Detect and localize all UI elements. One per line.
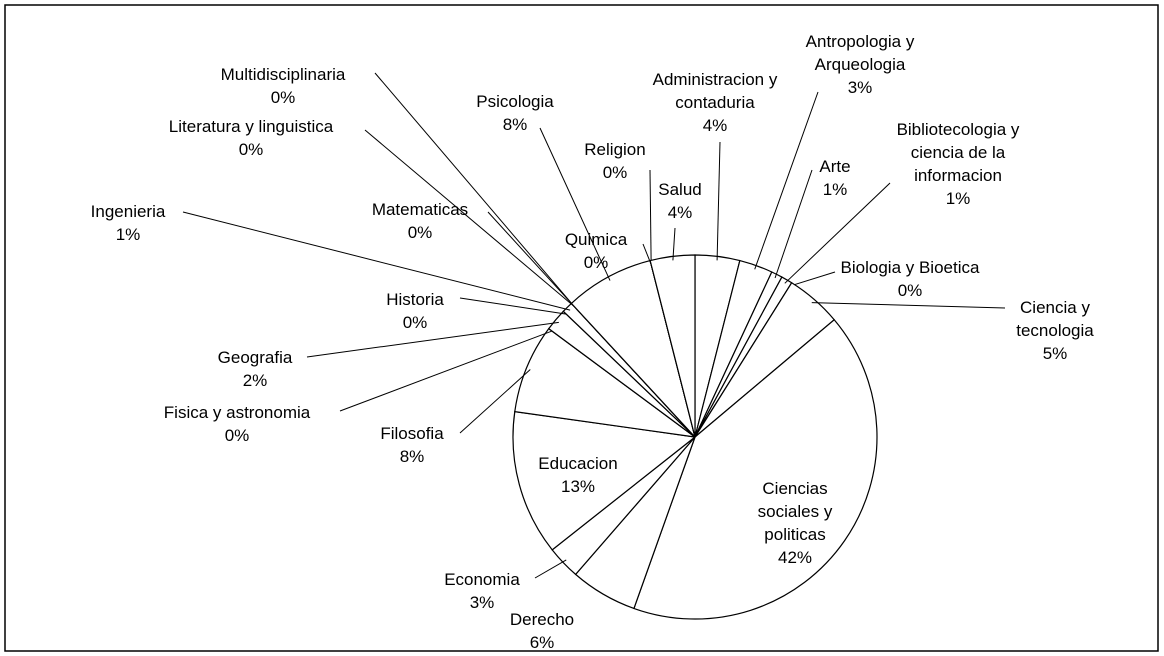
category-label: Arte xyxy=(819,157,851,176)
slice-label: Salud 4% xyxy=(645,178,715,224)
slice-label: Geografia 2% xyxy=(195,346,315,392)
category-label: Matematicas xyxy=(371,200,469,219)
category-label: Salud xyxy=(658,180,702,199)
value-label: 13% xyxy=(560,477,596,496)
slice-label: Literatura y linguistica 0% xyxy=(131,115,371,161)
leader-line xyxy=(716,141,721,261)
slice-label: Religion 0% xyxy=(565,138,665,184)
value-label: 0% xyxy=(602,163,628,182)
value-label: 0% xyxy=(270,88,296,107)
slice-label: Filosofia 8% xyxy=(362,422,462,468)
category-label: Literatura y linguistica xyxy=(168,117,334,136)
leader-line xyxy=(182,211,571,311)
leader-line xyxy=(306,321,559,358)
leader-line xyxy=(487,211,575,307)
slice-label: Arte 1% xyxy=(805,155,865,201)
category-label: Filosofia xyxy=(380,424,444,443)
value-label: 1% xyxy=(115,225,141,244)
leader-line xyxy=(789,271,836,287)
category-label: Administracion y contaduria xyxy=(652,70,778,112)
value-label: 42% xyxy=(777,548,813,567)
slice-label: Historia 0% xyxy=(365,288,465,334)
value-label: 3% xyxy=(847,78,873,97)
value-label: 0% xyxy=(238,140,264,159)
pie-slice xyxy=(633,318,878,620)
category-label: Ciencia y tecnologia xyxy=(1016,298,1094,340)
category-label: Geografia xyxy=(217,348,293,367)
category-label: Ingenieria xyxy=(90,202,166,221)
pie-slice xyxy=(649,254,696,438)
category-label: Ciencias sociales y politicas xyxy=(757,479,833,544)
value-label: 3% xyxy=(469,593,495,612)
leader-line xyxy=(339,330,553,412)
slice-label: Fisica y astronomia 0% xyxy=(127,401,347,447)
value-label: 0% xyxy=(583,253,609,272)
slice-label: Ingenieria 1% xyxy=(68,200,188,246)
category-label: Religion xyxy=(584,140,646,159)
category-label: Multidisciplinaria xyxy=(220,65,346,84)
category-label: Biologia y Bioetica xyxy=(840,258,980,277)
slice-label: Quimica 0% xyxy=(546,228,646,274)
leader-line xyxy=(774,169,813,279)
value-label: 8% xyxy=(502,115,528,134)
leader-line xyxy=(364,129,575,307)
category-label: Bibliotecologia y ciencia de la informac… xyxy=(896,120,1020,185)
category-label: Psicologia xyxy=(476,92,554,111)
value-label: 1% xyxy=(822,180,848,199)
value-label: 0% xyxy=(402,313,428,332)
value-label: 0% xyxy=(224,426,250,445)
slice-label: Ciencias sociales y politicas 42% xyxy=(740,477,850,569)
category-label: Educacion xyxy=(538,454,618,473)
value-label: 6% xyxy=(529,633,555,652)
slice-label: Matematicas 0% xyxy=(350,198,490,244)
value-label: 5% xyxy=(1042,344,1068,363)
slice-label: Bibliotecologia y ciencia de la informac… xyxy=(896,118,1021,210)
slice-label: Administracion y contaduria 4% xyxy=(640,68,790,137)
category-label: Historia xyxy=(386,290,444,309)
leader-line xyxy=(374,72,575,307)
leader-line xyxy=(672,227,676,261)
pie-slice xyxy=(512,410,697,551)
leader-line xyxy=(754,91,819,270)
value-label: 8% xyxy=(399,447,425,466)
slice-label: Educacion 13% xyxy=(528,452,628,498)
value-label: 4% xyxy=(667,203,693,222)
category-label: Antropologia y Arqueologia xyxy=(805,32,915,74)
leader-line xyxy=(539,127,611,281)
slice-label: Antropologia y Arqueologia 3% xyxy=(790,30,930,99)
slice-label: Biologia y Bioetica 0% xyxy=(810,256,1010,302)
slice-label: Multidisciplinaria 0% xyxy=(193,63,373,109)
category-label: Derecho xyxy=(509,610,575,629)
category-label: Quimica xyxy=(564,230,628,249)
slice-label: Economia 3% xyxy=(432,568,532,614)
value-label: 4% xyxy=(702,116,728,135)
value-label: 0% xyxy=(897,281,923,300)
value-label: 2% xyxy=(242,371,268,390)
value-label: 1% xyxy=(945,189,971,208)
category-label: Economia xyxy=(444,570,520,589)
leader-line xyxy=(784,182,891,284)
leader-line xyxy=(649,169,652,265)
category-label: Fisica y astronomia xyxy=(163,403,311,422)
slice-label: Psicologia 8% xyxy=(460,90,570,136)
value-label: 0% xyxy=(407,223,433,242)
leader-line xyxy=(459,369,531,434)
leader-line xyxy=(811,302,1006,309)
leader-line xyxy=(534,559,567,579)
pie-slice xyxy=(514,327,696,438)
slice-label: Derecho 6% xyxy=(502,608,582,654)
slice-label: Ciencia y tecnologia 5% xyxy=(1005,296,1105,365)
leader-line xyxy=(459,297,567,315)
